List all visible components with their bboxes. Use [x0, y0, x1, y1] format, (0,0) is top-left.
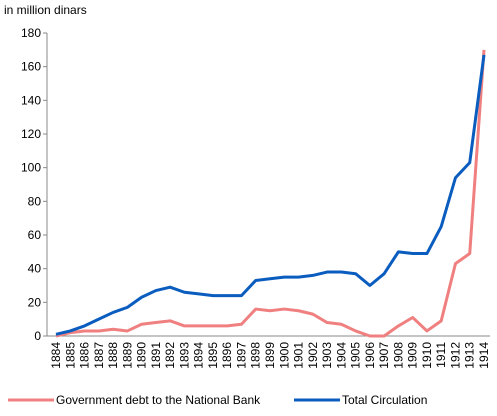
y-tick-label: 80 [28, 194, 42, 208]
y-tick-label: 40 [28, 262, 42, 276]
series-line [55, 54, 486, 336]
y-tick-label: 180 [21, 26, 41, 40]
x-tick-label: 1896 [220, 342, 234, 369]
x-tick-label: 1886 [78, 342, 92, 369]
series-line [55, 49, 486, 338]
x-tick-label: 1892 [163, 342, 177, 369]
y-tick-label: 20 [28, 295, 42, 309]
x-tick-label: 1911 [434, 342, 448, 368]
y-tick-label: 120 [21, 127, 41, 141]
x-tick-label: 1888 [106, 342, 120, 369]
x-tick-label: 1902 [306, 342, 320, 369]
x-tick-label: 1912 [448, 342, 462, 369]
x-tick-label: 1906 [363, 342, 377, 369]
x-tick-label: 1907 [377, 342, 391, 369]
x-tick-label: 1894 [192, 342, 206, 369]
y-axis-label: in million dinars [4, 3, 87, 17]
x-tick-label: 1913 [463, 342, 477, 369]
x-tick-label: 1889 [120, 342, 134, 369]
x-tick-label: 1893 [177, 342, 191, 369]
x-tick-label: 1905 [349, 342, 363, 369]
x-tick-label: 1908 [391, 342, 405, 369]
x-tick-label: 1903 [320, 342, 334, 369]
x-tick-label: 1890 [135, 342, 149, 369]
y-tick-label: 100 [21, 161, 41, 175]
x-tick-label: 1898 [249, 342, 263, 369]
x-tick-label: 1885 [63, 342, 77, 369]
legend-label: Total Circulation [342, 393, 427, 407]
x-tick-label: 1897 [234, 342, 248, 369]
x-tick-label: 1884 [49, 342, 63, 369]
x-tick-label: 1895 [206, 342, 220, 369]
x-tick-label: 1910 [420, 342, 434, 369]
x-tick-label: 1899 [263, 342, 277, 369]
x-tick-label: 1901 [292, 342, 306, 369]
y-tick-label: 0 [34, 329, 41, 343]
x-tick-label: 1900 [277, 342, 291, 369]
y-tick-label: 60 [28, 228, 42, 242]
y-tick-label: 140 [21, 93, 41, 107]
x-tick-label: 1909 [406, 342, 420, 369]
legend-label: Government debt to the National Bank [56, 393, 261, 407]
x-tick-label: 1891 [149, 342, 163, 369]
x-tick-label: 1914 [477, 342, 491, 369]
y-tick-label: 160 [21, 60, 41, 74]
x-tick-label: 1904 [334, 342, 348, 369]
x-tick-label: 1887 [92, 342, 106, 369]
